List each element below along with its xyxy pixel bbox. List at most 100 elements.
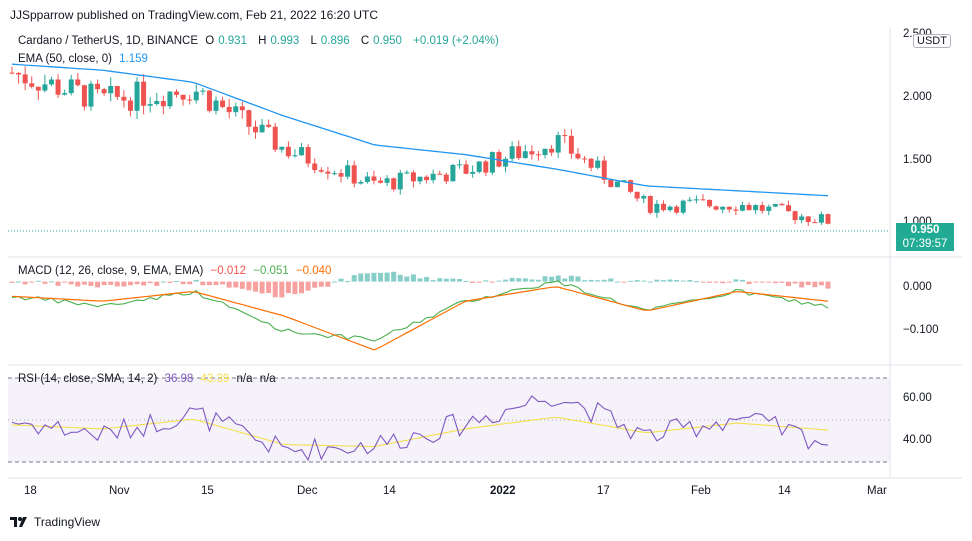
candle-body: [792, 211, 798, 221]
time-label: 14: [778, 485, 791, 497]
low-value: 0.896: [320, 35, 350, 47]
macd-hist-bar: [279, 281, 285, 298]
candle-body: [456, 164, 462, 166]
tradingview-logo[interactable]: TradingView: [10, 515, 100, 529]
macd-hist-bar: [430, 280, 436, 282]
low-label: L: [310, 35, 317, 47]
macd-hist-bar: [726, 281, 732, 283]
last-price-tag: 0.950 07:39:57: [896, 223, 954, 251]
macd-hist-bar: [680, 280, 686, 282]
candle-body: [667, 206, 673, 211]
macd-hist-bar: [753, 281, 759, 283]
macd-hist-bar: [437, 278, 443, 282]
candle-body: [549, 148, 555, 153]
macd-hist-bar: [48, 281, 54, 283]
macd-hist-bar: [371, 272, 377, 282]
macd-hist-bar: [483, 280, 489, 282]
candle-body: [772, 203, 778, 207]
candle-body: [325, 171, 331, 174]
candle-body: [331, 173, 337, 175]
macd-hist-bar: [391, 271, 397, 282]
macd-hist-bar: [628, 280, 634, 282]
candle-body: [62, 93, 68, 95]
macd-hist-bar: [364, 273, 370, 282]
symbol-label[interactable]: Cardano / TetherUS, 1D, BINANCE: [18, 35, 199, 47]
macd-hist-bar: [660, 280, 666, 282]
macd-hist-bar: [713, 281, 719, 283]
candle-body: [786, 205, 792, 212]
macd-hist-bar: [549, 276, 555, 282]
macd-legend[interactable]: MACD (12, 26, close, 9, EMA, EMA) −0.012…: [18, 265, 335, 277]
candle-body: [384, 178, 390, 183]
macd-signal-line: [11, 286, 829, 351]
rsi-tick: 40.00: [903, 434, 932, 446]
change-value: +0.019 (+2.04%): [413, 35, 499, 47]
candle-body: [371, 176, 377, 181]
candle-body: [496, 152, 502, 167]
candle-body: [318, 170, 324, 172]
macd-hist-bar: [667, 279, 673, 282]
candle-body: [252, 126, 258, 133]
macd-label[interactable]: MACD (12, 26, close, 9, EMA, EMA): [18, 265, 204, 277]
candle-body: [720, 206, 726, 210]
macd-hist-bar: [206, 281, 212, 286]
ema-label[interactable]: EMA (50, close, 0): [18, 53, 112, 65]
candle-body: [582, 158, 588, 160]
last-price-value: 0.950: [910, 224, 940, 236]
candle-body: [187, 99, 193, 101]
macd-hist-bar: [614, 281, 620, 283]
macd-hist-bar: [345, 281, 351, 283]
macd-hist-bar: [476, 281, 482, 283]
macd-hist-bar: [582, 280, 588, 282]
currency-button[interactable]: USDT: [913, 34, 951, 48]
macd-hist-bar: [489, 281, 495, 283]
candle-body: [75, 79, 81, 86]
open-label: O: [205, 35, 215, 47]
candle-body: [516, 146, 522, 159]
macd-hist-bar: [443, 278, 449, 282]
candle-body: [779, 203, 785, 206]
candle-body: [680, 200, 686, 213]
macd-hist-bar: [818, 281, 824, 286]
macd-hist-bar: [707, 281, 713, 283]
macd-histogram: [9, 271, 831, 298]
close-label: C: [360, 35, 370, 47]
candle-body: [48, 79, 54, 85]
candle-body: [9, 72, 15, 74]
macd-hist-bar: [786, 281, 792, 287]
candle-body: [213, 100, 219, 111]
macd-hist-bar: [101, 281, 107, 286]
macd-hist-bar: [134, 281, 140, 285]
macd-tick: 0.000: [903, 281, 932, 293]
ema-line: [11, 63, 829, 197]
candle-body: [95, 83, 101, 90]
candle-body: [259, 124, 265, 133]
macd-hist-bar: [720, 281, 726, 284]
macd-hist-bar: [674, 279, 680, 282]
macd-hist-bar: [397, 274, 403, 282]
macd-hist-bar: [746, 281, 752, 285]
high-label: H: [258, 35, 267, 47]
rsi-label[interactable]: RSI (14, close, SMA, 14, 2): [18, 373, 158, 385]
macd-hist-bar: [562, 278, 568, 282]
rsi-legend[interactable]: RSI (14, close, SMA, 14, 2) 36.98 43.39 …: [18, 373, 280, 385]
macd-hist-bar: [575, 276, 581, 282]
candle-body: [246, 110, 252, 127]
macd-hist-bar: [114, 281, 120, 287]
macd-hist-bar: [147, 281, 153, 284]
candle-body: [338, 173, 344, 177]
ema-legend[interactable]: EMA (50, close, 0) 1.159: [18, 53, 152, 65]
candle-body: [88, 83, 94, 107]
candle-body: [29, 83, 35, 87]
macd-hist-bar: [121, 281, 127, 287]
candle-body: [759, 205, 765, 211]
candle-body: [601, 160, 607, 180]
candle-body: [108, 86, 114, 94]
macd-hist-bar: [233, 281, 239, 288]
rsi-tick: 60.00: [903, 392, 932, 404]
macd-hist-bar: [424, 277, 430, 282]
macd-hist-bar: [792, 281, 798, 284]
macd-hist-value: −0.012: [210, 265, 247, 277]
main-legend[interactable]: Cardano / TetherUS, 1D, BINANCE O 0.931 H…: [18, 35, 503, 47]
